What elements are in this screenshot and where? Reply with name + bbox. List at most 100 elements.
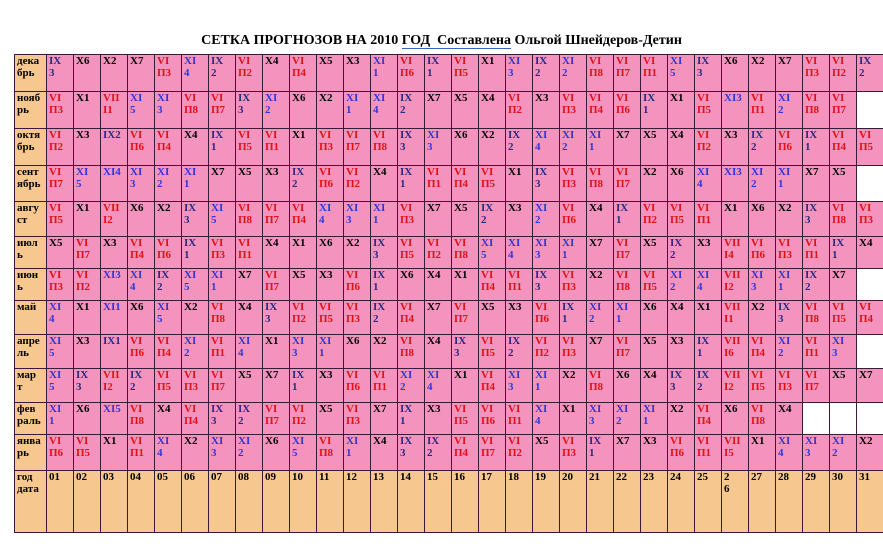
forecast-cell: IX 1 — [370, 268, 398, 301]
forecast-cell: X6 — [397, 268, 425, 301]
forecast-cell: X7 — [829, 268, 857, 301]
forecast-cell: XI 3 — [127, 165, 155, 202]
forecast-cell: X4 — [667, 300, 695, 335]
forecast-cell: VI П7 — [46, 165, 74, 202]
forecast-cell: X3 — [721, 128, 749, 166]
date-cell: 25 — [694, 470, 722, 533]
date-cell: 07 — [208, 470, 236, 533]
date-cell: 31 — [856, 470, 883, 533]
forecast-cell: VI П3 — [775, 236, 803, 269]
forecast-cell: X5 — [640, 236, 668, 269]
date-cell: 17 — [478, 470, 506, 533]
forecast-cell: X4 — [640, 368, 668, 403]
date-cell: 06 — [181, 470, 209, 533]
forecast-cell: X1 — [73, 300, 101, 335]
forecast-cell: IX 1 — [397, 165, 425, 202]
forecast-cell: VI П5 — [640, 268, 668, 301]
forecast-cell: VI П5 — [478, 165, 506, 202]
forecast-cell: VI П8 — [235, 201, 263, 237]
forecast-cell: IX 3 — [262, 300, 290, 335]
month-row: июн ь VI П3 VI П2 XI3 XI 4 IX 2 XI 5 XI 1 X7 VI П… — [14, 268, 883, 301]
forecast-cell: VI П2 — [505, 91, 533, 129]
forecast-cell: XI 1 — [532, 368, 560, 403]
month-row: нояб рь VI П3 X1 VII I1 XI 5 XI 3 VI П8 VI П7 IX… — [14, 91, 883, 129]
forecast-cell: XI 4 — [127, 268, 155, 301]
forecast-cell: XI 5 — [289, 434, 317, 471]
forecast-cell: XI 5 — [46, 368, 74, 403]
forecast-cell: VI П4 — [829, 128, 857, 166]
forecast-cell: IX 2 — [397, 91, 425, 129]
forecast-cell: VI П2 — [46, 128, 74, 166]
forecast-cell: IX 1 — [586, 434, 614, 471]
forecast-cell: VI П5 — [829, 300, 857, 335]
forecast-cell: VI П4 — [694, 402, 722, 435]
forecast-cell: VII I6 — [721, 334, 749, 369]
forecast-cell: XI 4 — [694, 268, 722, 301]
date-cell: 20 — [559, 470, 587, 533]
forecast-cell: XI 3 — [208, 434, 236, 471]
forecast-cell: VI П5 — [748, 368, 776, 403]
forecast-cell: VI П1 — [694, 434, 722, 471]
month-row: июл ь X5 VI П7 X3 VI П4 VI П6 IX 1 VI П3 VI П1 X4… — [14, 236, 883, 269]
date-cell: 14 — [397, 470, 425, 533]
forecast-cell: XI 3 — [829, 334, 857, 369]
forecast-cell: VI П8 — [748, 402, 776, 435]
forecast-cell: IX 2 — [478, 201, 506, 237]
forecast-cell: IX 3 — [532, 268, 560, 301]
forecast-cell: XI 3 — [289, 334, 317, 369]
forecast-cell: X4 — [856, 236, 883, 269]
forecast-cell: X5 — [235, 368, 263, 403]
forecast-cell: XI 5 — [154, 300, 182, 335]
date-cell: 15 — [424, 470, 452, 533]
forecast-cell: IX 2 — [802, 268, 830, 301]
forecast-cell: X2 — [154, 201, 182, 237]
forecast-cell: VI П5 — [667, 201, 695, 237]
date-cell: 21 — [586, 470, 614, 533]
forecast-cell: XI 2 — [181, 334, 209, 369]
forecast-cell: IX 3 — [46, 54, 74, 92]
title-part1: СЕТКА ПРОГНОЗОВ НА 2010 — [201, 33, 402, 48]
forecast-cell: X4 — [181, 128, 209, 166]
forecast-cell: XI 1 — [370, 201, 398, 237]
forecast-cell: XI 3 — [505, 54, 533, 92]
forecast-cell: X7 — [613, 128, 641, 166]
forecast-cell: VI П3 — [559, 165, 587, 202]
forecast-cell: X6 — [262, 434, 290, 471]
forecast-cell: XI 3 — [748, 268, 776, 301]
forecast-cell: VI П7 — [478, 434, 506, 471]
forecast-cell: X2 — [748, 300, 776, 335]
absent-day-cell — [856, 402, 883, 435]
forecast-cell: IX 3 — [73, 368, 101, 403]
forecast-cell: X7 — [802, 165, 830, 202]
forecast-cell: VI П3 — [775, 368, 803, 403]
forecast-cell: X2 — [586, 268, 614, 301]
forecast-cell: X4 — [370, 165, 398, 202]
forecast-cell: XI 4 — [694, 165, 722, 202]
date-cell: 03 — [100, 470, 128, 533]
forecast-cell: X6 — [640, 300, 668, 335]
forecast-cell: VI П7 — [613, 165, 641, 202]
month-row: октя брь VI П2 X3 IX2 VI П6 VI П4 X4 IX 1 VI П5 V… — [14, 128, 883, 166]
forecast-cell: X7 — [235, 268, 263, 301]
month-label: июн ь — [14, 268, 47, 301]
forecast-cell: VI П4 — [478, 268, 506, 301]
absent-day-cell — [829, 402, 857, 435]
forecast-cell: X4 — [586, 201, 614, 237]
forecast-cell: X7 — [613, 434, 641, 471]
forecast-cell: XI 2 — [586, 300, 614, 335]
forecast-cell: XI 4 — [46, 300, 74, 335]
forecast-cell: IX 2 — [154, 268, 182, 301]
forecast-cell: IX 2 — [208, 54, 236, 92]
forecast-cell: VI П1 — [505, 268, 533, 301]
absent-day-cell — [856, 91, 883, 129]
forecast-cell: VI П5 — [397, 236, 425, 269]
forecast-cell: VI П7 — [613, 54, 641, 92]
absent-day-cell — [856, 268, 883, 301]
forecast-cell: X4 — [667, 128, 695, 166]
forecast-cell: X5 — [316, 54, 344, 92]
date-cell: 2 6 — [721, 470, 749, 533]
forecast-cell: X2 — [478, 128, 506, 166]
forecast-cell: VI П5 — [235, 128, 263, 166]
forecast-cell: X5 — [829, 368, 857, 403]
forecast-cell: VI П7 — [208, 368, 236, 403]
